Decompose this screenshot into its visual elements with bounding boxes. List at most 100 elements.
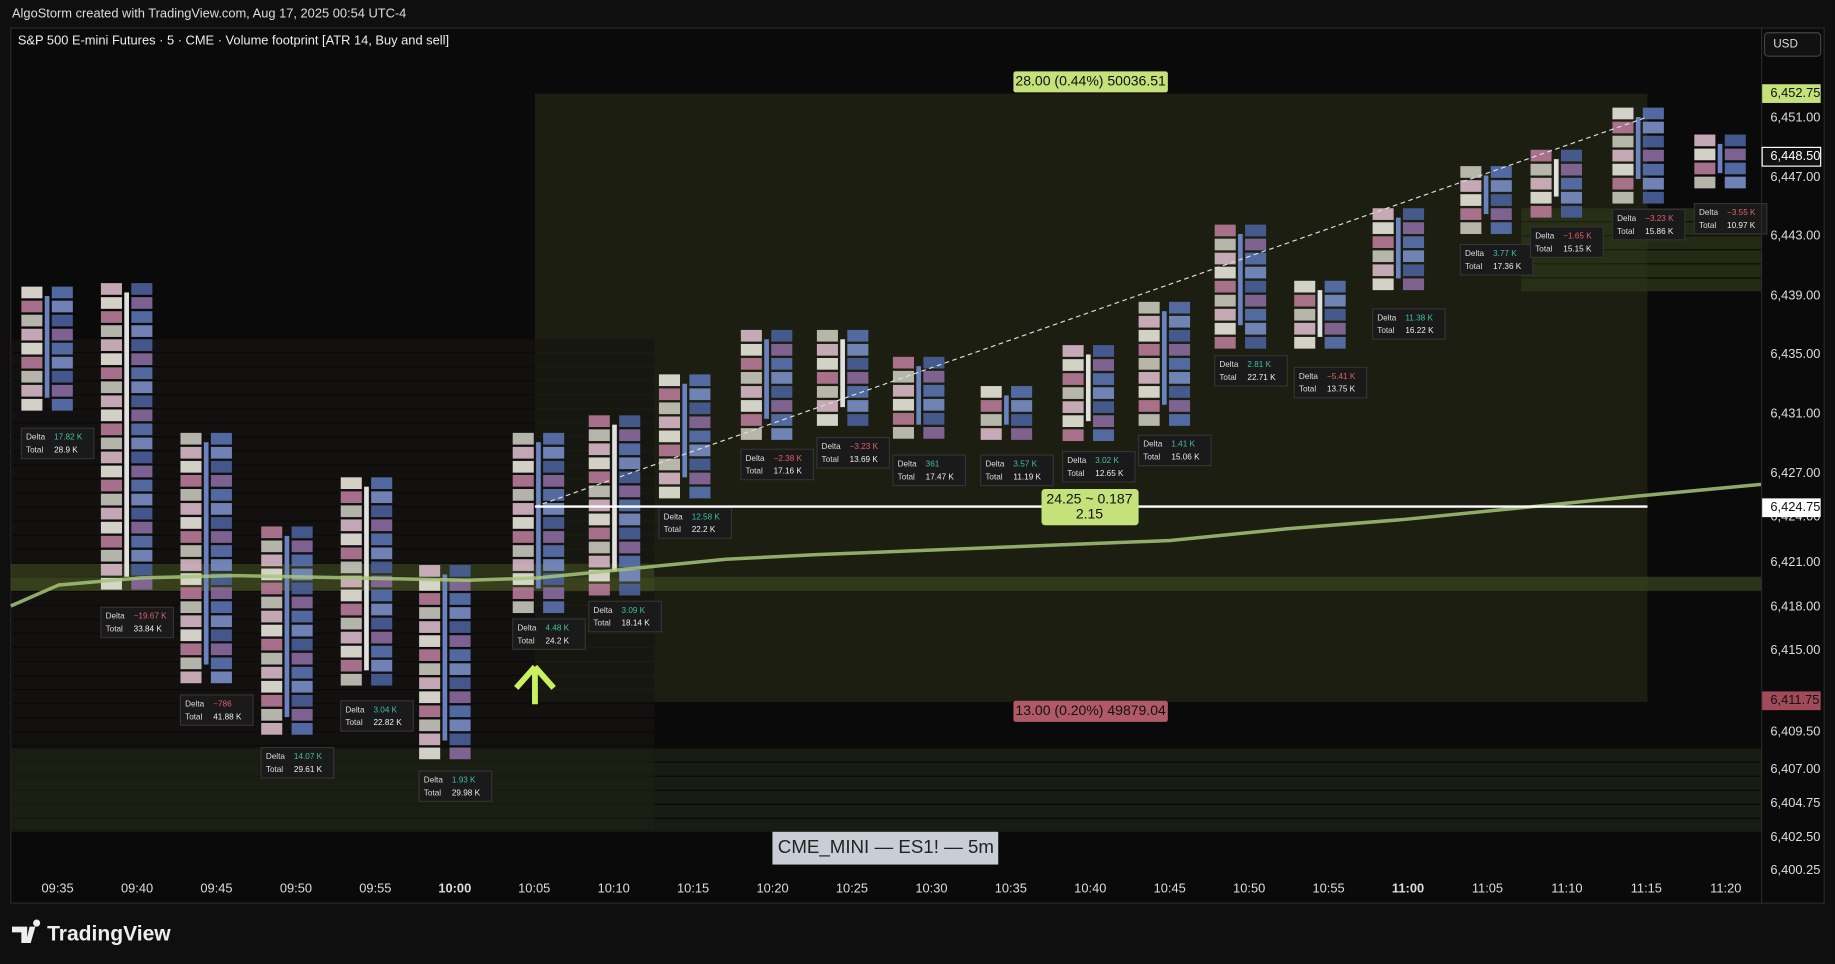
footprint-cell [892, 370, 914, 383]
currency[interactable]: USD [1773, 38, 1798, 51]
footprint-cell [1169, 357, 1191, 370]
footprint-cell [1612, 177, 1634, 190]
footprint-cell [100, 395, 122, 408]
footprint-cell [100, 479, 122, 492]
footprint-cell [1062, 373, 1084, 385]
footprint-cell [1214, 252, 1236, 265]
footprint-cell [892, 356, 914, 369]
footprint-cell [1214, 308, 1236, 321]
profile-band [10, 535, 655, 549]
footprint-cell [180, 446, 202, 459]
footprint-cell [419, 565, 441, 577]
profile-band [10, 790, 1762, 804]
footprint-cell [449, 747, 471, 760]
footprint-cell [619, 429, 641, 442]
footprint-cell [1245, 224, 1267, 237]
footprint-cell [1530, 205, 1552, 218]
footprint-cell [100, 507, 122, 520]
footprint-cell [261, 723, 283, 735]
footprint-cell [131, 311, 153, 323]
total-value: 22.2 K [692, 525, 716, 534]
footprint-cell [340, 631, 362, 644]
footprint-cell [619, 569, 641, 582]
footprint-cell [21, 314, 43, 327]
watermark-box [772, 831, 999, 865]
footprint-cell [1324, 294, 1346, 307]
footprint-cell [340, 547, 362, 560]
delta-box [340, 700, 414, 732]
footprint-cell [371, 673, 393, 686]
total-value: 22.71 K [1247, 373, 1276, 382]
footprint-cell [340, 575, 362, 588]
footprint-cell [180, 559, 202, 571]
footprint-cell [689, 402, 711, 415]
footprint-cell [1062, 429, 1084, 442]
footprint-cell [1245, 238, 1267, 251]
delta-value: 12.58 K [692, 512, 721, 521]
footprint-cell [740, 343, 762, 356]
footprint-cell [340, 645, 362, 658]
footprint-cell [543, 601, 565, 614]
footprint-cell [261, 568, 283, 581]
footprint-cell [689, 430, 711, 443]
footprint-cell [1490, 166, 1512, 178]
candle-body [682, 383, 688, 478]
measure-up: 28.00 (0.44%) 50036.51 [1015, 73, 1166, 89]
total-value: 11.19 K [1013, 472, 1041, 481]
footprint-cell [1372, 236, 1394, 249]
time-label: 09:55 [359, 881, 391, 896]
footprint-cell [1372, 250, 1394, 263]
total-value: 13.75 K [1327, 385, 1356, 394]
footprint-cell [1245, 280, 1267, 293]
footprint-cell [1724, 134, 1746, 147]
footprint-cell [21, 370, 43, 383]
footprint-cell [512, 503, 534, 515]
footprint-cell [131, 465, 153, 478]
price-axis-border [1761, 28, 1763, 904]
footprint-cell [847, 372, 869, 384]
footprint-cell [1092, 415, 1115, 428]
footprint-cell [1245, 308, 1267, 321]
delta-box [1529, 226, 1604, 258]
footprint-cell [512, 474, 534, 487]
profile-band [10, 718, 655, 732]
footprint-cell [131, 521, 153, 534]
price-marker: 6,411.75 [1770, 692, 1819, 707]
time-label: 11:05 [1472, 881, 1503, 896]
time-label: 10:55 [1313, 881, 1345, 896]
candle-body [203, 442, 209, 665]
footprint-cell [543, 489, 565, 501]
total-label: Total [593, 619, 610, 628]
footprint-cell [100, 325, 122, 337]
footprint-cell [1169, 301, 1191, 314]
time-label: 11:10 [1551, 881, 1582, 896]
footprint-cell [340, 659, 362, 672]
profile-band [10, 423, 655, 437]
footprint-cell [180, 517, 202, 529]
footprint-cell [1214, 294, 1236, 307]
delta-box [418, 770, 493, 802]
candle-body [764, 339, 769, 419]
delta-label: Delta [1465, 249, 1485, 258]
delta-label: Delta [1143, 440, 1163, 449]
currency-button[interactable] [1763, 32, 1822, 57]
footprint-cell [51, 356, 73, 369]
total-label: Total [1535, 244, 1552, 253]
price-label: 6,404.75 [1770, 795, 1820, 810]
price-marker-box [1762, 498, 1821, 518]
delta-label: Delta [1699, 208, 1719, 217]
footprint-cell [1169, 343, 1191, 356]
footprint-cell [740, 400, 762, 412]
candle-body [1162, 311, 1167, 405]
price-label: 6,415.00 [1770, 642, 1820, 657]
total-label: Total [106, 625, 123, 634]
delta-box [1138, 434, 1212, 467]
delta-label: Delta [985, 460, 1005, 469]
profile-band [10, 493, 655, 507]
footprint-cell [340, 603, 362, 616]
footprint-cell [543, 432, 565, 445]
footprint-cell [1403, 222, 1425, 234]
profile-band [10, 549, 655, 563]
total-value: 15.15 K [1563, 244, 1592, 253]
footprint-cell [619, 415, 641, 428]
